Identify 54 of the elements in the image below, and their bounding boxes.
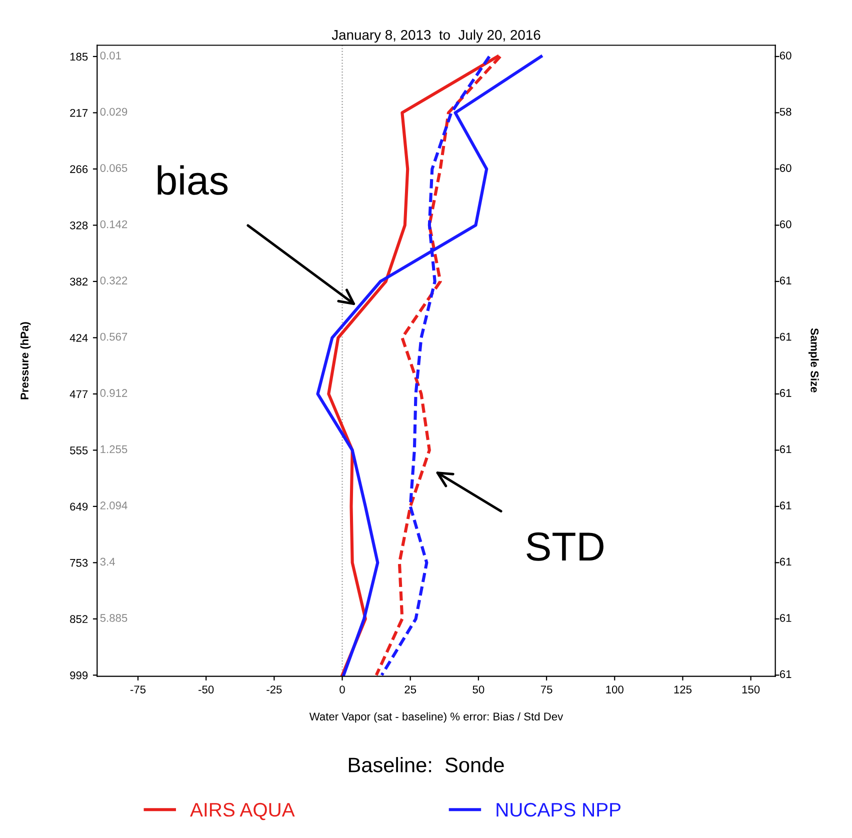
- y2-tick-label: 61: [780, 558, 792, 566]
- legend-label: NUCAPS NPP: [496, 802, 620, 817]
- y2-tick-label: 61: [780, 276, 792, 284]
- y-tick-label: 266: [70, 165, 88, 174]
- y2-tick-label: 61: [780, 389, 792, 397]
- y-tick-label: 999: [70, 671, 88, 680]
- x-tick-label: 50: [472, 686, 484, 694]
- y2-tick-label: 58: [780, 108, 792, 116]
- annotation: 5.885: [100, 614, 128, 622]
- x-tick-label: 75: [540, 686, 552, 694]
- x-tick-label: 25: [404, 686, 416, 694]
- chart-title: January 8, 2013 to July 20, 2016: [332, 30, 540, 43]
- y2-tick-label: 60: [780, 220, 792, 228]
- annotation: 0.142: [100, 220, 128, 228]
- x-tick-label: -75: [130, 686, 146, 694]
- legend-label: AIRS AQUA: [190, 802, 295, 820]
- annotation: 0.01: [100, 52, 121, 60]
- x-tick-label: -25: [266, 686, 282, 694]
- annotation: STD: [526, 532, 604, 561]
- x-tick-label: 150: [742, 686, 760, 694]
- x-tick-label: 125: [674, 686, 692, 694]
- annotation: 2.094: [100, 502, 128, 510]
- annotation: 0.567: [100, 332, 128, 341]
- y-tick-label: 555: [70, 446, 88, 454]
- y2-tick-label: 61: [780, 502, 792, 510]
- y-tick-label: 477: [70, 390, 88, 398]
- annotation: 0.065: [100, 164, 128, 172]
- y2-tick-label: 61: [780, 614, 792, 622]
- x-tick-label: -50: [198, 686, 214, 694]
- y2-tick-label: 61: [780, 670, 792, 678]
- y-tick-label: 649: [70, 502, 88, 511]
- y-tick-label: 852: [70, 615, 88, 624]
- y-tick-label: 753: [70, 558, 88, 567]
- y-tick-label: 382: [70, 278, 88, 286]
- y-tick-label: 424: [70, 334, 88, 342]
- y-axis-title: Pressure (hPa): [20, 322, 31, 400]
- x-tick-label: 0: [340, 686, 345, 694]
- annotation: 0.912: [100, 389, 128, 397]
- y2-tick-label: 61: [780, 332, 792, 341]
- y2-tick-label: 60: [780, 52, 792, 60]
- x-tick-label: 100: [606, 686, 624, 694]
- text: Baseline: Sonde: [348, 757, 504, 772]
- y2-tick-label: 60: [780, 164, 792, 172]
- y-tick-label: 328: [70, 221, 88, 230]
- annotation: 3.4: [100, 558, 115, 566]
- annotation: 0.322: [100, 276, 128, 284]
- y2-axis-title: Sample Size: [808, 328, 819, 392]
- y2-tick-label: 61: [780, 445, 792, 454]
- annotation: 1.255: [100, 445, 128, 454]
- x-axis-title: Water Vapor (sat - baseline) % error: Bias / Std Dev: [309, 712, 564, 723]
- y-tick-label: 185: [70, 52, 88, 61]
- y-tick-label: 217: [70, 109, 88, 117]
- annotation: bias: [158, 165, 228, 195]
- annotation: 0.029: [100, 108, 128, 116]
